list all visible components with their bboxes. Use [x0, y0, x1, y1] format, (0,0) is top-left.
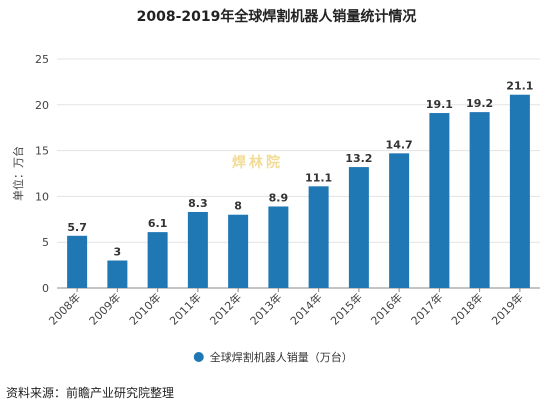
chart-title: 2008-2019年全球焊割机器人销量统计情况	[136, 9, 417, 25]
x-tick-label: 2019年	[489, 290, 526, 327]
y-tick-label: 25	[35, 53, 49, 66]
data-label: 14.7	[386, 138, 413, 151]
x-tick-label: 2012年	[207, 290, 244, 327]
bar	[268, 206, 289, 288]
legend-marker	[193, 352, 204, 362]
source-note: 资料来源：前瞻产业研究院整理	[6, 386, 175, 400]
data-label: 19.1	[426, 98, 453, 111]
data-label: 6.1	[148, 217, 168, 230]
y-tick-label: 5	[42, 236, 49, 249]
y-tick-label: 15	[35, 145, 49, 158]
bar	[509, 94, 530, 288]
x-tick-label: 2017年	[408, 290, 445, 327]
x-tick-label: 2008年	[46, 290, 83, 327]
data-label: 21.1	[506, 80, 533, 93]
data-label: 8.3	[188, 197, 208, 210]
data-label: 8	[234, 200, 242, 213]
x-tick-label: 2013年	[247, 290, 284, 327]
data-label: 11.1	[305, 171, 332, 184]
x-tick-label: 2010年	[126, 290, 163, 327]
bar	[147, 232, 168, 288]
data-label: 13.2	[345, 152, 372, 165]
bar	[187, 211, 208, 288]
data-label: 19.2	[466, 97, 493, 110]
bar	[389, 153, 410, 288]
x-tick-label: 2014年	[287, 290, 324, 327]
x-tick-label: 2015年	[328, 290, 365, 327]
y-tick-label: 0	[42, 282, 49, 295]
data-label: 5.7	[67, 221, 87, 234]
data-label: 3	[114, 246, 122, 259]
bar	[228, 214, 249, 288]
y-tick-label: 20	[35, 99, 49, 112]
bar	[348, 167, 369, 288]
x-tick-label: 2018年	[448, 290, 485, 327]
y-axis-label: 单位：万台	[11, 146, 25, 201]
legend-label: 全球焊割机器人销量（万台）	[210, 350, 353, 364]
x-tick-label: 2011年	[167, 290, 204, 327]
bar	[469, 112, 490, 289]
bar	[308, 186, 329, 288]
y-tick-label: 10	[35, 190, 49, 203]
bar	[429, 113, 450, 288]
x-tick-label: 2016年	[368, 290, 405, 327]
bar	[67, 235, 88, 288]
x-tick-label: 2009年	[86, 290, 123, 327]
bar	[107, 260, 128, 288]
data-label: 8.9	[269, 191, 289, 204]
